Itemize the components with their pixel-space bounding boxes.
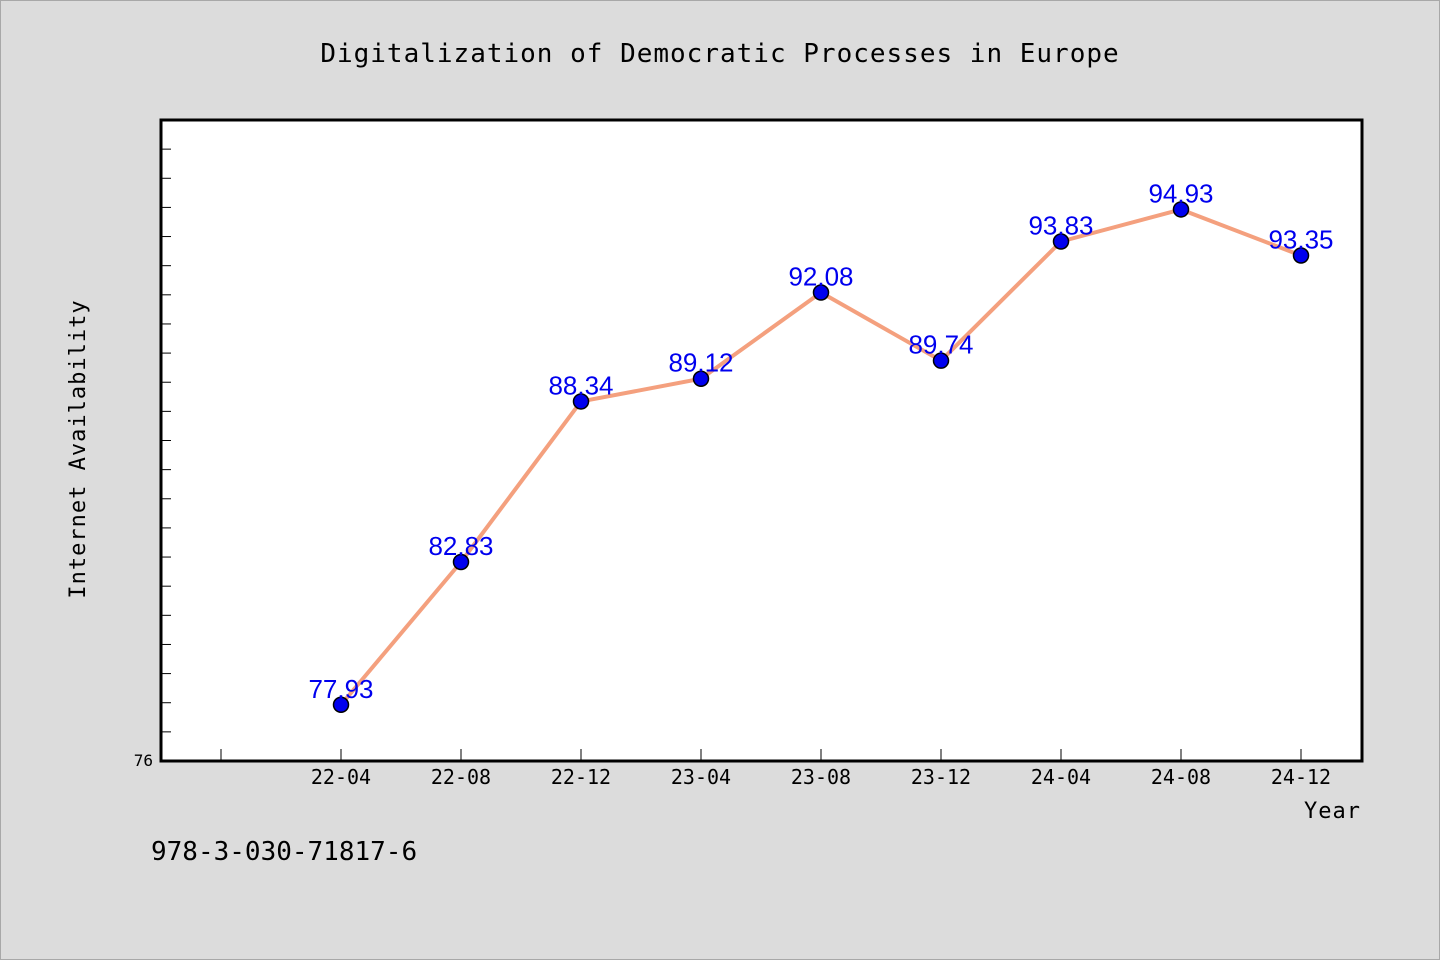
data-point [572, 393, 590, 410]
x-tick-label: 23-12 [911, 765, 971, 789]
data-label: 92.08 [788, 261, 853, 291]
data-point [812, 284, 830, 301]
y-axis-label: Internet Availability [66, 299, 91, 598]
y-tick-label: 76 [134, 751, 153, 770]
data-point [932, 352, 950, 369]
data-points [332, 201, 1310, 714]
x-tick-label: 24-08 [1151, 765, 1211, 789]
x-tick-label: 24-12 [1271, 765, 1331, 789]
x-tick-label: 22-12 [551, 765, 611, 789]
data-label: 93.35 [1268, 224, 1333, 254]
x-axis-label: Year [1304, 799, 1361, 824]
y-axis-ticks: 76 [134, 148, 171, 770]
data-point [692, 370, 710, 387]
data-label: 89.74 [908, 330, 973, 360]
chart-title: Digitalization of Democratic Processes i… [320, 39, 1119, 69]
data-label: 82.83 [428, 531, 493, 561]
data-point [1172, 201, 1190, 218]
isbn-footer: 978-3-030-71817-6 [151, 837, 418, 867]
data-point [332, 696, 350, 714]
data-label: 93.83 [1028, 210, 1093, 240]
x-tick-label: 24-04 [1031, 765, 1091, 789]
data-label: 89.12 [668, 348, 733, 378]
data-point [1052, 233, 1070, 250]
data-labels: 77.93 82.83 88.34 89.12 92.08 89.74 93.83 94.93… [308, 178, 1333, 703]
x-tick-label: 22-04 [311, 765, 371, 789]
x-tick-label: 22-08 [431, 765, 491, 789]
plot-area [159, 118, 1364, 763]
x-tick-label: 23-08 [791, 765, 851, 789]
x-tick-label: 23-04 [671, 765, 731, 789]
data-point [1292, 247, 1310, 264]
data-label: 77.93 [308, 674, 373, 704]
data-label: 88.34 [548, 370, 613, 400]
x-axis-ticks: 22-04 22-08 22-12 23-04 23-08 23-12 24-04 24-08… [220, 749, 1331, 789]
data-label: 94.93 [1148, 178, 1213, 208]
data-point [452, 553, 470, 571]
